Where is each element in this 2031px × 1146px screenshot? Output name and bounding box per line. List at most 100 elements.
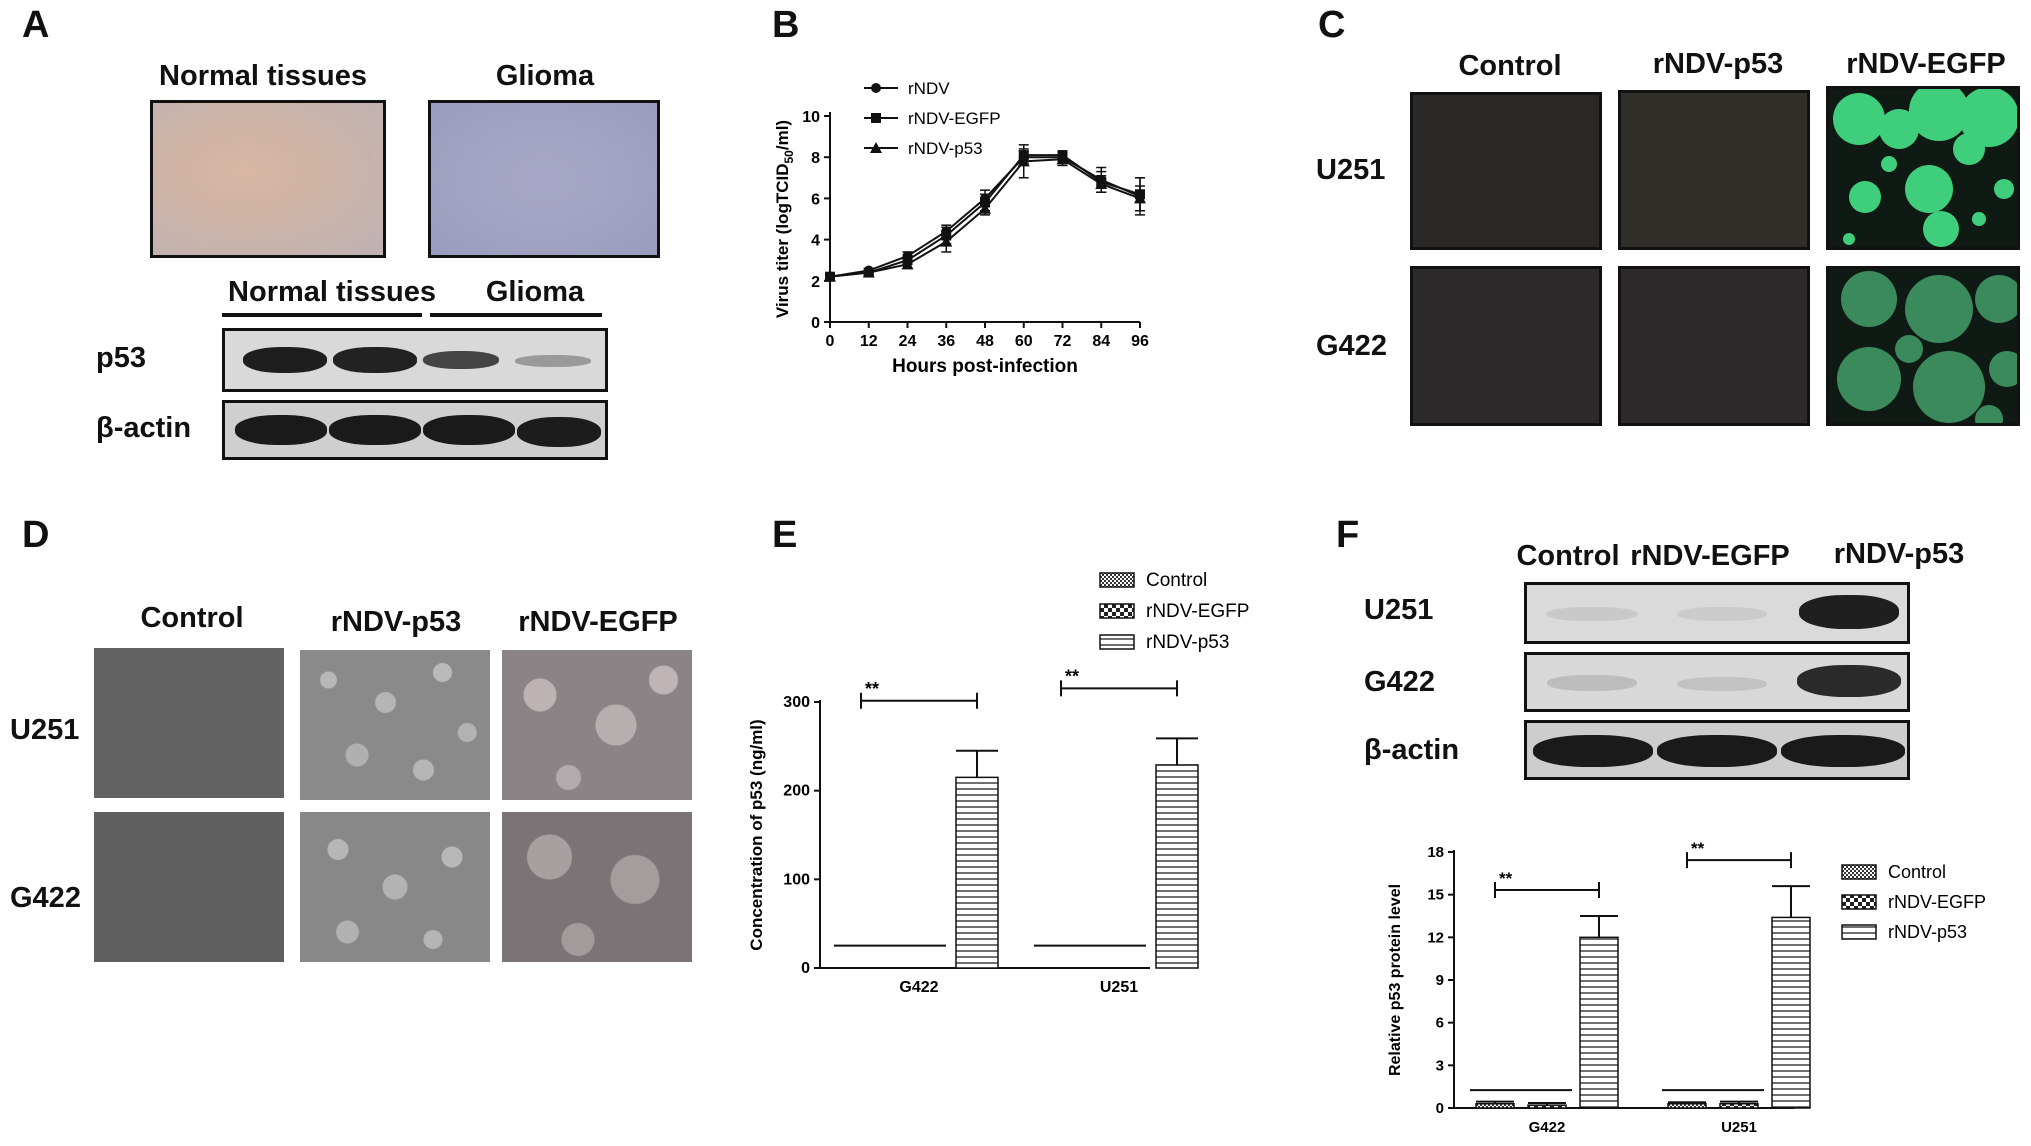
e-y-tick-label: 200 xyxy=(783,783,810,800)
d-row-label-u251: U251 xyxy=(10,714,80,746)
b-y-tick-label: 4 xyxy=(811,233,820,250)
f-legend-swatch xyxy=(1841,894,1877,910)
d-image-g422-control xyxy=(94,812,284,962)
panel-label-c: C xyxy=(1318,4,1346,46)
d-col-header-control: Control xyxy=(140,602,244,634)
b-point xyxy=(1095,177,1108,189)
wb-bracket-normal xyxy=(222,313,422,317)
b-legend-label: rNDV-EGFP xyxy=(908,109,1001,128)
d-row-label-g422: G422 xyxy=(10,882,81,914)
f-blot-g422 xyxy=(1524,652,1910,712)
b-legend-marker xyxy=(870,142,882,153)
wb-header-normal: Normal tissues xyxy=(228,276,436,308)
b-point xyxy=(940,235,953,247)
d-col-header-p53: rNDV-p53 xyxy=(330,606,462,638)
b-x-tick-label: 60 xyxy=(1015,333,1033,350)
c-image-u251-p53 xyxy=(1618,90,1810,250)
b-legend-marker xyxy=(871,83,881,93)
f-group-g422: ** xyxy=(1470,869,1619,1109)
wb-header-glioma: Glioma xyxy=(485,276,585,308)
f-y-axis-label: Relative p53 protein level xyxy=(1387,884,1404,1076)
d-image-g422-egfp xyxy=(502,812,692,962)
wb-row-label-actin: β-actin xyxy=(96,412,192,444)
ihc-image-glioma xyxy=(428,100,660,258)
wb-blot-actin xyxy=(222,400,608,460)
b-legend-marker xyxy=(871,113,881,123)
f-row-label-g422: G422 xyxy=(1364,666,1435,698)
d-image-u251-control xyxy=(94,648,284,798)
b-y-tick-label: 10 xyxy=(802,109,820,126)
ihc-header-glioma: Glioma xyxy=(495,60,595,92)
b-point xyxy=(1056,153,1069,165)
e-y-tick-label: 300 xyxy=(783,694,810,711)
e-group-u251: ** xyxy=(1034,666,1199,969)
b-point xyxy=(979,202,991,214)
chart-f: 0 3 6 9 12 15 18 Relative p53 protein level ** G4… xyxy=(1387,839,1986,1136)
f-legend-label: rNDV-p53 xyxy=(1888,922,1967,942)
b-y-tick-label: 6 xyxy=(811,191,820,208)
b-x-tick-label: 12 xyxy=(860,333,878,350)
ihc-header-normal: Normal tissues xyxy=(159,60,367,92)
b-x-axis-label: Hours post-infection xyxy=(892,356,1078,377)
b-point xyxy=(901,258,914,270)
b-x-tick-label: 24 xyxy=(899,333,917,350)
f-bar-rndv-egfp xyxy=(1527,1104,1567,1109)
e-legend-swatch xyxy=(1099,634,1135,650)
b-series-rndv-p53 xyxy=(824,144,1146,282)
b-x-tick-label: 72 xyxy=(1054,333,1072,350)
b-series-rndv xyxy=(825,150,1145,282)
f-bar-rndv-p53 xyxy=(1579,936,1619,1109)
f-bar-rndv-egfp xyxy=(1719,1102,1759,1109)
f-bar-control xyxy=(1667,1102,1707,1109)
d-image-g422-p53 xyxy=(300,812,490,962)
f-y-tick-label: 3 xyxy=(1436,1057,1444,1074)
e-category-label: G422 xyxy=(899,979,938,996)
e-y-tick-label: 100 xyxy=(783,871,810,888)
wb-blot-p53 xyxy=(222,328,608,392)
b-point xyxy=(1017,155,1030,167)
b-legend-label: rNDV-p53 xyxy=(908,139,983,158)
b-y-tick-label: 2 xyxy=(811,274,820,291)
d-image-u251-p53 xyxy=(300,650,490,800)
c-col-header-p53: rNDV-p53 xyxy=(1652,48,1784,80)
c-col-header-egfp: rNDV-EGFP xyxy=(1846,48,2006,80)
b-point xyxy=(862,266,875,278)
f-y-tick-label: 0 xyxy=(1436,1100,1444,1117)
e-y-axis-label: Concentration of p53 (ng/ml) xyxy=(747,719,766,950)
f-y-tick-label: 12 xyxy=(1427,929,1444,946)
f-col-header-egfp: rNDV-EGFP xyxy=(1630,540,1790,572)
f-row-label-u251: U251 xyxy=(1364,594,1434,626)
b-line-rndv xyxy=(829,156,1141,278)
b-x-tick-label: 36 xyxy=(937,333,955,350)
f-row-label-actin: β-actin xyxy=(1364,734,1460,766)
panel-label-e: E xyxy=(772,514,798,556)
f-sig-label: ** xyxy=(1691,839,1705,858)
c-image-g422-p53 xyxy=(1618,266,1810,426)
panel-label-a: A xyxy=(22,4,50,46)
f-blot-u251 xyxy=(1524,582,1910,644)
f-legend-label: Control xyxy=(1888,862,1946,882)
b-line-rndv-egfp xyxy=(829,154,1141,278)
e-sig-label: ** xyxy=(865,679,879,699)
f-y-tick-label: 9 xyxy=(1436,972,1444,989)
b-x-tick-label: 48 xyxy=(976,333,994,350)
b-point xyxy=(824,270,836,282)
f-col-header-p53: rNDV-p53 xyxy=(1833,538,1965,570)
panel-label-f: F xyxy=(1336,514,1360,556)
e-bar-rndv-p53 xyxy=(955,776,999,969)
e-legend-swatch xyxy=(1099,603,1135,619)
e-sig-label: ** xyxy=(1065,666,1079,686)
f-legend-label: rNDV-EGFP xyxy=(1888,892,1986,912)
f-blot-actin xyxy=(1524,720,1910,780)
wb-row-label-p53: p53 xyxy=(96,342,146,374)
c-image-u251-control xyxy=(1410,92,1602,250)
b-y-tick-label: 0 xyxy=(811,315,820,332)
f-y-tick-label: 6 xyxy=(1436,1015,1444,1032)
f-bar-rndv-p53 xyxy=(1771,916,1811,1109)
e-legend-label: Control xyxy=(1146,570,1207,591)
d-image-u251-egfp xyxy=(502,650,692,800)
f-legend-swatch xyxy=(1841,924,1877,940)
b-x-tick-label: 84 xyxy=(1092,333,1110,350)
c-row-label-u251: U251 xyxy=(1316,154,1386,186)
